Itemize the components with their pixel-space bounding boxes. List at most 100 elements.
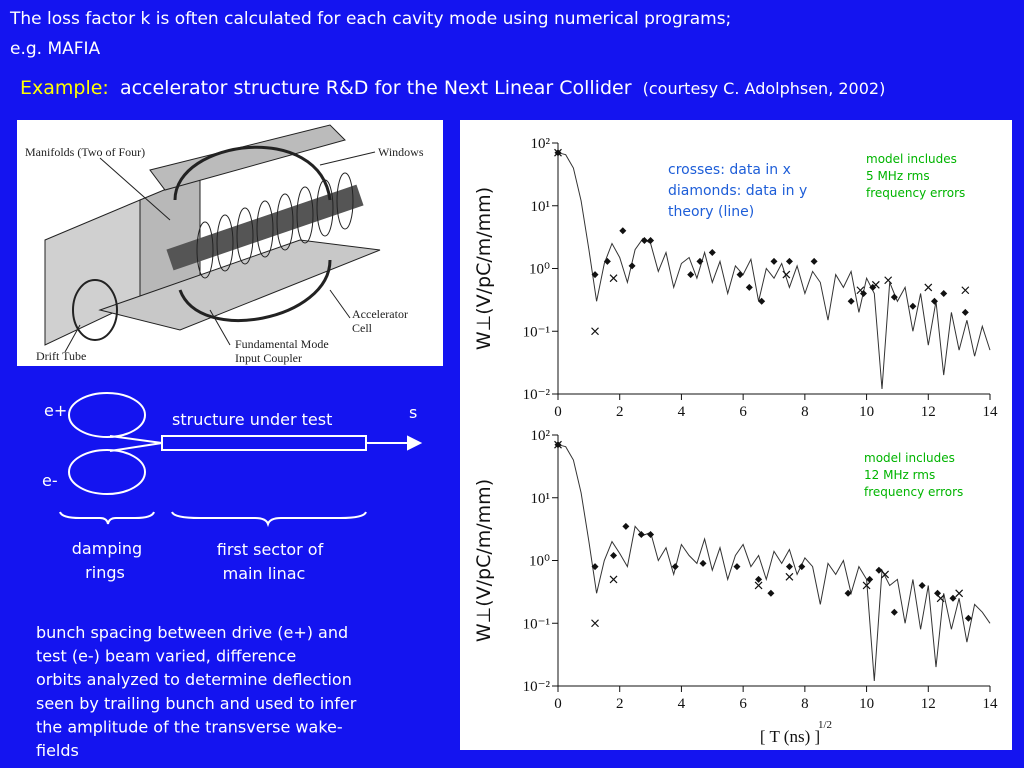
diamond-point [758,297,766,305]
y-tick-label: 10² [531,136,551,152]
figure-label: Manifolds (Two of Four) [25,145,145,159]
header-line: The loss factor k is often calculated fo… [9,9,731,29]
example-credit: (courtesy C. Adolphsen, 2002) [643,79,886,98]
diamond-point [810,257,818,265]
cross-point [754,581,763,590]
rings-label: damping [72,539,142,558]
diamond-point [770,257,778,265]
diamond-point [949,594,957,602]
theory-line [557,152,991,390]
x-tick-label: 14 [983,696,999,712]
model-note: model includes [866,152,957,166]
diamond-point [637,530,645,538]
diamond-point [554,149,562,157]
diamond-point [785,257,793,265]
theory-line [557,444,991,682]
x-tick-label: 12 [921,696,936,712]
x-axis-exponent: 1/2 [818,719,832,731]
figure-label: Drift Tube [36,349,86,363]
beam-diagram [59,392,423,528]
diamond-point [640,236,648,244]
example-label: Example: [20,77,109,99]
diamond-point [699,559,707,567]
axis-label: s [409,403,417,422]
diamond-point [869,283,877,291]
y-axis-label: W⊥(V/pC/m/mm) [473,187,495,350]
y-tick-label: 10⁰ [529,554,550,570]
diamond-point [964,614,972,622]
x-tick-label: 6 [739,404,747,420]
y-tick-label: 10⁻¹ [523,324,550,340]
diamond-point [930,297,938,305]
y-tick-label: 10⁻² [523,679,551,695]
diamond-point [918,581,926,589]
diamond-point [961,308,969,316]
diamond-point [647,236,655,244]
annotation: crosses: data in x [668,162,791,178]
chart: 10⁻² 10⁻¹ 10⁰ 10¹ 10² 0 2 4 6 8 10 12 14 W⊥(V/pC/m/mm… [473,136,998,420]
figure-label: Cell [352,321,373,335]
diamond-point [890,608,898,616]
cross-point [609,575,618,584]
paragraph-line: bunch spacing between drive (e+) and [36,623,348,642]
diamond-point [745,283,753,291]
linac-label: main linac [223,564,306,583]
cross-point [591,619,599,628]
diamond-point [909,302,917,310]
diamond-point [755,575,763,583]
diamond-point [736,271,744,279]
diamond-point [890,293,898,301]
cross-point [884,276,893,285]
diamond-point [875,566,883,574]
diamond-point [647,530,655,538]
diamond-point [866,575,874,583]
paragraph-line: fields [36,741,79,760]
diamond-point [591,563,599,571]
y-tick-label: 10⁰ [529,262,550,278]
figure-label: Fundamental Mode [235,337,329,351]
model-note: 12 MHz rms [864,468,935,482]
diamond-point [785,563,793,571]
diamond-point [603,257,611,265]
paragraph-line: orbits analyzed to determine deflection [36,670,352,689]
accelerator-figure: Manifolds (Two of Four) Windows Accelera… [17,120,443,366]
y-tick-label: 10⁻¹ [523,616,550,632]
x-tick-label: 10 [859,696,874,712]
cross-point [961,286,970,295]
figure-label: Input Coupler [235,351,302,365]
model-note: frequency errors [864,485,963,499]
cross-point [591,327,599,336]
structure-label: structure under test [172,410,332,429]
paragraph-line: test (e-) beam varied, difference [36,647,296,666]
diamond-point [610,552,618,560]
diamond-point [628,262,636,270]
diamond-point [622,522,630,530]
diamond-point [859,289,867,297]
linac-label: first sector of [217,540,324,559]
diamond-point [844,589,852,597]
chart: 10⁻² 10⁻¹ 10⁰ 10¹ 10² 0 2 4 6 8 10 12 14 W⊥(V/pC/m/mm… [473,428,998,712]
y-tick-label: 10² [531,428,551,444]
diamond-point [708,248,716,256]
y-tick-label: 10¹ [531,491,551,507]
annotation: diamonds: data in y [668,183,807,199]
cross-point [955,589,964,598]
diamond-point [554,441,562,449]
paragraph-line: the amplitude of the transverse wake- [36,717,343,736]
figure-label: Accelerator [352,307,408,321]
y-tick-label: 10¹ [531,199,551,215]
annotation: theory (line) [668,204,754,220]
cross-point [785,572,794,581]
x-tick-label: 8 [801,404,809,420]
positron-label: e+ [44,401,67,420]
cross-point [609,274,618,283]
model-note: frequency errors [866,186,965,200]
x-tick-label: 0 [554,696,562,712]
model-note: model includes [864,451,955,465]
diamond-point [940,289,948,297]
diamond-point [733,563,741,571]
diamond-point [687,271,695,279]
x-tick-label: 0 [554,404,562,420]
diamond-point [619,227,627,235]
